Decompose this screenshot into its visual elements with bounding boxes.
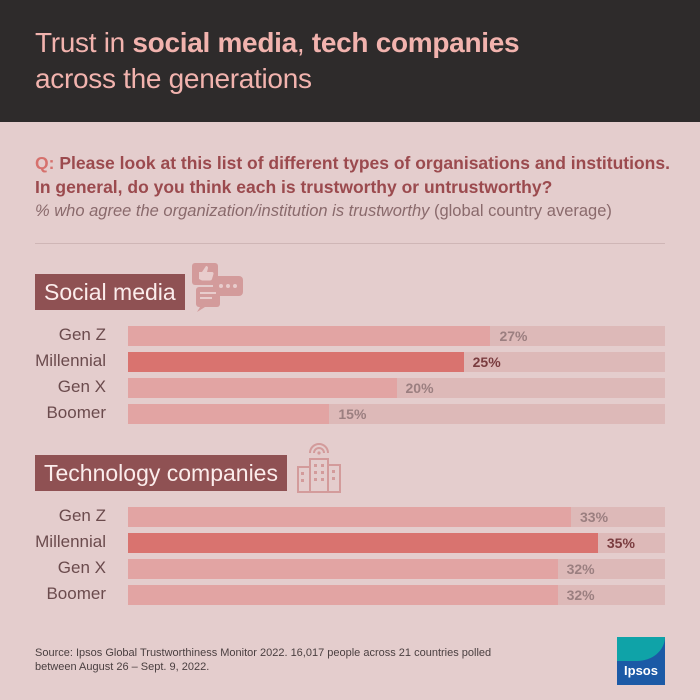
technology-companies-value-label-boomer: 32% (566, 587, 595, 603)
source-line-2: between August 26 – Sept. 9, 2022. (35, 661, 210, 673)
technology-companies-section-label: Technology companies (35, 455, 287, 491)
source-line-1: Source: Ipsos Global Trustworthiness Mon… (35, 647, 492, 659)
question-line-1: Q: Please look at this list of different… (35, 151, 675, 175)
question-text-1: Please look at this list of different ty… (54, 153, 670, 173)
social-media-section-label: Social media (35, 274, 185, 310)
technology-companies-value-label-gen-x: 32% (566, 561, 595, 577)
social-media-icon (192, 263, 243, 312)
technology-companies-category-gen-x: Gen X (57, 558, 106, 577)
technology-companies-category-gen-z: Gen Z (58, 506, 106, 525)
social-media-category-gen-x: Gen X (57, 377, 106, 396)
ipsos-logo-shape (617, 637, 665, 661)
technology-companies-bar-millennial (128, 533, 598, 553)
technology-companies-value-label-gen-z: 33% (580, 509, 609, 525)
social-media-bar-millennial (128, 352, 464, 372)
title-part-2: , (296, 27, 312, 58)
ipsos-logo-text: Ipsos (624, 663, 658, 678)
social-media-value-label-gen-x: 20% (405, 380, 434, 396)
question-block: Q: Please look at this list of different… (35, 151, 675, 223)
social-media-value-label-boomer: 15% (338, 406, 367, 422)
social-media-value-label-gen-z: 27% (499, 328, 528, 344)
technology-companies-icon (297, 443, 341, 493)
header: Trust in social media, tech companies ac… (0, 0, 700, 122)
social-media-category-gen-z: Gen Z (58, 325, 106, 344)
title-social-media: social media (132, 27, 297, 58)
question-note-italic: % who agree the organization/institution… (35, 202, 430, 220)
technology-companies-bar-gen-z (128, 507, 572, 527)
social-media-category-boomer: Boomer (46, 403, 106, 422)
question-prefix: Q: (35, 153, 55, 173)
social-media-value-label-millennial: 25% (472, 354, 501, 370)
title-tech-companies: tech companies (311, 27, 520, 58)
technology-companies-category-boomer: Boomer (46, 584, 106, 603)
title-line-2: across the generations (35, 63, 312, 94)
social-media-category-millennial: Millennial (35, 351, 106, 370)
technology-companies-category-millennial: Millennial (35, 532, 106, 551)
social-media-bar-gen-z (128, 326, 491, 346)
social-media-bar-gen-x (128, 378, 397, 398)
question-note: % who agree the organization/institution… (35, 199, 675, 223)
title-line-1: Trust in social media, tech companies (35, 27, 520, 59)
technology-companies-value-label-millennial: 35% (606, 535, 635, 551)
technology-companies-bar-boomer (128, 585, 558, 605)
question-line-2: In general, do you think each is trustwo… (35, 177, 553, 197)
question-note-plain: (global country average) (429, 202, 612, 220)
source-note: Source: Ipsos Global Trustworthiness Mon… (35, 646, 555, 674)
divider (35, 243, 665, 244)
social-media-bar-boomer (128, 404, 330, 424)
technology-companies-bar-gen-x (128, 559, 558, 579)
title-part-1: Trust in (35, 27, 133, 58)
ipsos-logo: Ipsos (617, 637, 665, 685)
